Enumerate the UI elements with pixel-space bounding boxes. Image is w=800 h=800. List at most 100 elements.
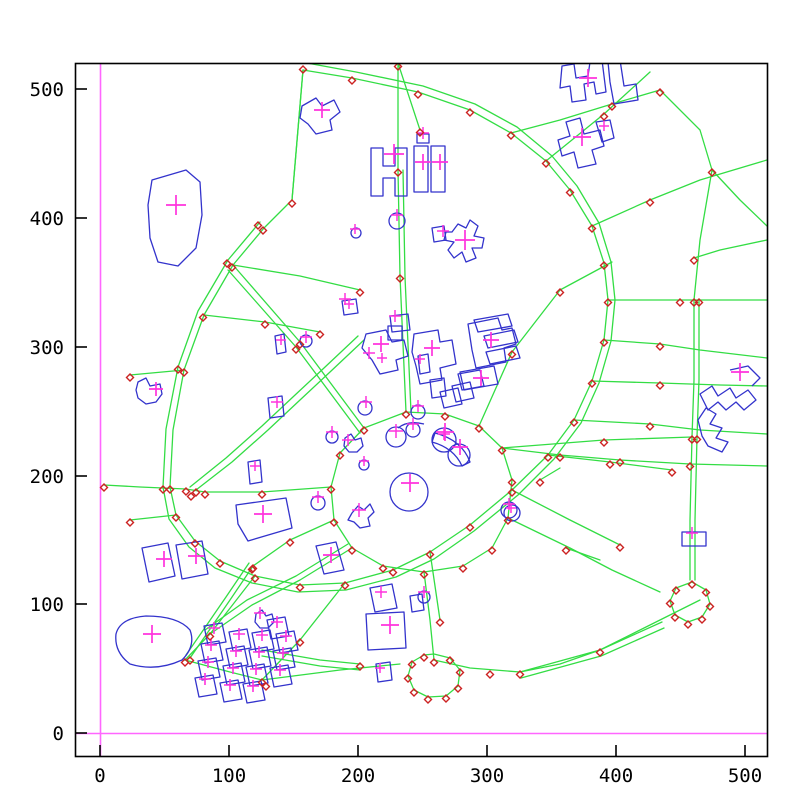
building-polygon <box>369 583 398 613</box>
ring-road-outer-b <box>162 64 616 593</box>
building-polygon <box>272 647 296 671</box>
y-axis-ticks <box>75 88 87 734</box>
outer-arm-ne1 <box>545 71 651 162</box>
outer-arm-sw1 <box>184 575 256 661</box>
radial-spoke-sw-b <box>204 543 349 631</box>
ne-street-6b <box>694 436 698 581</box>
building-polygon <box>194 674 218 698</box>
outer-arm-se1 <box>573 419 767 435</box>
building-polygon <box>681 531 707 547</box>
y-tick-label: 500 <box>30 79 64 101</box>
x-axis-ticks <box>99 745 746 757</box>
building-polygon <box>222 662 246 686</box>
building-polygon <box>429 377 447 399</box>
centroid-large-group <box>143 69 749 643</box>
radial-spoke-s <box>423 571 435 661</box>
building-polygon <box>416 133 430 144</box>
building-polygon <box>729 365 761 387</box>
building-polygon <box>397 422 425 429</box>
building-polygon <box>389 472 429 512</box>
building-polygon <box>503 504 521 522</box>
radial-spoke-e <box>501 447 767 467</box>
centroid-parking-group <box>199 616 292 692</box>
road-node-layer <box>99 64 717 704</box>
building-polygon <box>225 645 249 669</box>
building-polygon <box>389 313 411 333</box>
building-polygon <box>411 329 457 385</box>
outer-arm-nw3 <box>203 314 321 333</box>
building-polygon <box>443 219 485 263</box>
node-group <box>99 64 717 704</box>
building-polygon <box>248 646 272 670</box>
y-tick-label: 200 <box>30 466 64 488</box>
outer-arm-w2 <box>103 484 187 490</box>
building-polygon <box>483 329 519 349</box>
x-tick-label: 400 <box>599 765 633 787</box>
building-polygon <box>269 664 293 688</box>
building-polygon <box>557 117 605 169</box>
building-polygon <box>247 459 263 485</box>
ring-road-lower-left <box>169 227 265 488</box>
building-polygon <box>365 611 407 651</box>
building-polygon <box>242 680 266 704</box>
building-polygon <box>467 317 517 369</box>
arterial-west-b <box>189 335 359 488</box>
y-tick-label: 300 <box>30 337 64 359</box>
ne-street-5b <box>696 299 700 438</box>
building-polygon <box>430 145 446 193</box>
ne-street-4 <box>693 169 713 301</box>
radial-spoke-e2 <box>501 436 693 449</box>
building-polygon <box>357 400 373 416</box>
radial-spoke-sw <box>209 547 353 635</box>
building-polygon <box>245 663 269 687</box>
road-network-layer <box>103 64 767 698</box>
ne-street-3 <box>711 169 767 227</box>
outer-arm-se2 <box>547 454 673 471</box>
building-polygon <box>413 145 429 193</box>
radial-spoke-nw-b <box>227 269 361 434</box>
building-polygon <box>451 381 475 403</box>
building-polygon <box>595 119 615 143</box>
reference-axis-lines <box>76 64 767 756</box>
radial-spoke-w2 <box>252 519 335 567</box>
x-tick-label: 300 <box>470 765 504 787</box>
building-polygon <box>197 657 221 681</box>
outer-arm-w1 <box>129 514 177 521</box>
building-polygon <box>431 432 471 467</box>
axes-frame <box>74 62 769 758</box>
building-footprint-layer <box>115 64 761 704</box>
building-polygon <box>274 333 287 355</box>
inner-ring-road <box>330 411 513 573</box>
ne-street-7 <box>693 239 767 259</box>
radial-spoke-w <box>185 486 332 493</box>
radial-spoke-ne <box>478 261 613 427</box>
x-tick-label: 200 <box>341 765 375 787</box>
outer-arm-e2 <box>591 380 767 387</box>
ring-road-lower-left-b <box>162 221 261 488</box>
x-tick-label: 500 <box>728 765 762 787</box>
outer-arm-ne2 <box>591 159 767 227</box>
outer-arm-e1 <box>603 339 767 359</box>
ne-street-5 <box>691 299 695 438</box>
outer-arm-nne <box>397 64 421 131</box>
building-polygon <box>203 622 227 646</box>
building-polygon <box>343 433 364 453</box>
building-polygon <box>341 298 359 316</box>
building-polygon <box>387 325 403 341</box>
building-polygon <box>439 387 463 409</box>
building-polygon <box>697 407 729 453</box>
x-tick-label: 0 <box>94 765 105 787</box>
sw-road-a <box>189 565 254 659</box>
building-polygon <box>147 169 203 267</box>
building-polygon <box>607 64 639 105</box>
y-tick-label: 100 <box>30 594 64 616</box>
center-right-spur2 <box>539 467 561 481</box>
y-tick-label: 400 <box>30 208 64 230</box>
outer-arm-n <box>291 69 304 201</box>
centroid-small-group <box>250 121 698 673</box>
building-polygon <box>473 313 513 333</box>
branch-bottom-2 <box>599 599 701 651</box>
